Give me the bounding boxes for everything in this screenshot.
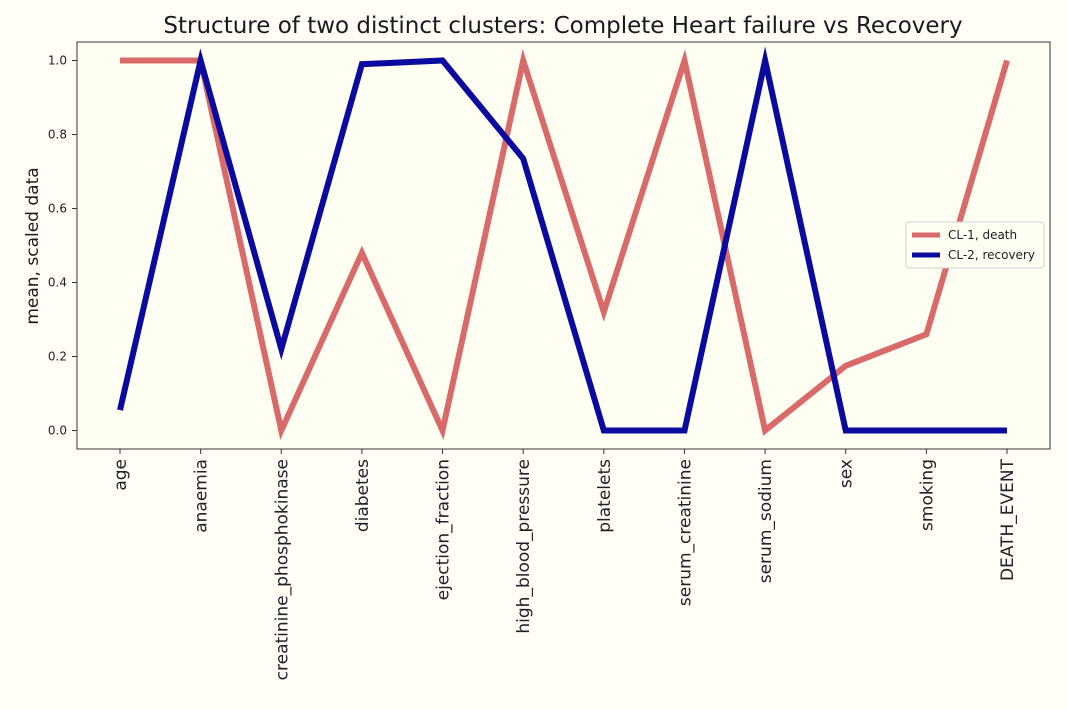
plot-area [76,41,1051,450]
y-tick-label: 0.4 [48,276,67,290]
x-tick-label: anaemia [192,459,212,533]
y-axis: 0.0 0.2 0.4 0.6 0.8 1.0 [48,54,77,438]
chart-title: Structure of two distinct clusters: Comp… [163,13,962,39]
x-tick-label: ejection_fraction [434,459,454,600]
y-axis-label: mean, scaled data [23,167,43,324]
series-line-1 [120,48,1010,440]
x-axis: age anaemia creatinine_phosphokinase diabet… [111,449,1018,680]
x-tick-label: platelets [595,459,615,533]
y-tick-label: 1.0 [48,54,67,68]
x-tick-label: serum_sodium [756,459,776,583]
x-tick-label: high_blood_pressure [514,459,534,634]
x-tick-label: diabetes [353,459,373,532]
x-tick-label: age [111,459,131,491]
legend-box [905,221,1045,269]
x-tick-label: sex [837,459,857,488]
x-tick-label: creatinine_phosphokinase [272,459,292,680]
series-layer [117,46,1010,440]
x-tick-label: smoking [917,459,937,531]
y-tick-label: 0.0 [48,424,67,438]
series-line-2 [117,46,1007,434]
y-tick-label: 0.2 [48,350,67,364]
legend-label-1: CL-1, death [948,228,1017,242]
legend: CL-1, death CL-2, recovery [905,221,1045,269]
x-tick-label: DEATH_EVENT [998,458,1018,581]
y-tick-label: 0.6 [48,202,67,216]
x-tick-label: serum_creatinine [675,459,695,606]
y-tick-label: 0.8 [48,128,67,142]
legend-label-2: CL-2, recovery [948,248,1035,262]
